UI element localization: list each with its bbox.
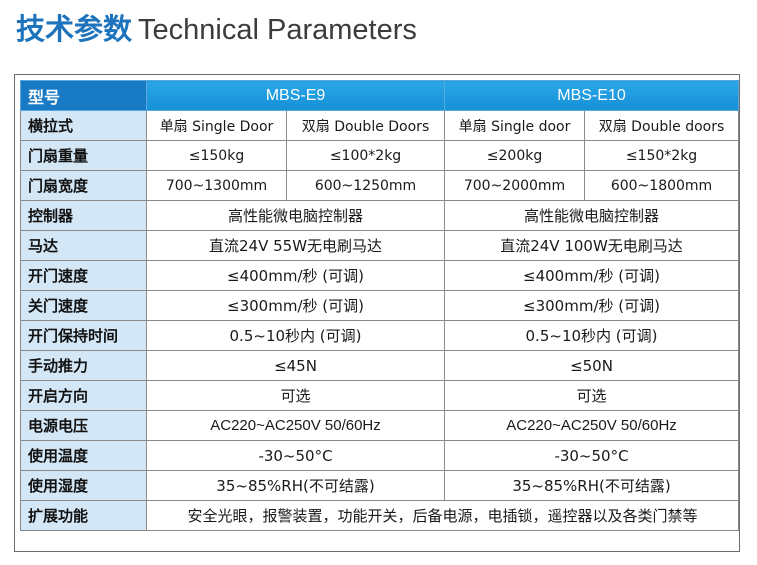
table-row: 关门速度 ≤300mm/秒 (可调) ≤300mm/秒 (可调) — [20, 290, 740, 321]
row-label: 门扇宽度 — [20, 170, 147, 201]
cell-value: ≤400mm/秒 (可调) — [444, 260, 740, 291]
cell-value: ≤100*2kg — [285, 140, 446, 171]
cell-value: 0.5~10秒内 (可调) — [444, 320, 740, 351]
cell-value: 直流24V 100W无电刷马达 — [444, 230, 740, 261]
page-title-cn: 技术参数 — [16, 12, 133, 46]
cell-value: ≤400mm/秒 (可调) — [145, 260, 446, 291]
cell-value: 600~1250mm — [285, 170, 446, 201]
cell-value-extension: 安全光眼，报警装置，功能开关，后备电源，电插锁，遥控器以及各类门禁等 — [145, 500, 740, 531]
cell-value: 可选 — [444, 380, 740, 411]
row-label: 开门保持时间 — [20, 320, 147, 351]
table-row: 横拉式 单扇 Single Door 双扇 Double Doors 单扇 Si… — [20, 110, 740, 141]
cell-value: 35~85%RH(不可结露) — [145, 470, 446, 501]
cell-value: 高性能微电脑控制器 — [145, 200, 446, 231]
row-label: 马达 — [20, 230, 147, 261]
table-row: 开门保持时间 0.5~10秒内 (可调) 0.5~10秒内 (可调) — [20, 320, 740, 351]
table-row: 控制器 高性能微电脑控制器 高性能微电脑控制器 — [20, 200, 740, 231]
cell-value: ≤45N — [145, 350, 446, 381]
table-frame — [14, 74, 740, 552]
page-title: 技术参数 Technical Parameters — [16, 10, 417, 48]
table-row: 电源电压 AC220~AC250V 50/60Hz AC220~AC250V 5… — [20, 410, 740, 441]
row-label: 开启方向 — [20, 380, 147, 411]
table-row: 使用温度 -30~50°C -30~50°C — [20, 440, 740, 471]
row-label: 开门速度 — [20, 260, 147, 291]
row-label: 电源电压 — [20, 410, 147, 441]
cell-value: ≤300mm/秒 (可调) — [145, 290, 446, 321]
cell-value: 单扇 Single Door — [146, 110, 287, 141]
cell-value: 35~85%RH(不可结露) — [444, 470, 740, 501]
table-row: 开门速度 ≤400mm/秒 (可调) ≤400mm/秒 (可调) — [20, 260, 740, 291]
table-row: 扩展功能 安全光眼，报警装置，功能开关，后备电源，电插锁，遥控器以及各类门禁等 — [20, 500, 740, 531]
cell-value: ≤200kg — [444, 140, 586, 171]
cell-value: ≤300mm/秒 (可调) — [444, 290, 740, 321]
cell-value: 0.5~10秒内 (可调) — [145, 320, 446, 351]
row-label: 使用温度 — [20, 440, 147, 471]
cell-value: 可选 — [145, 380, 446, 411]
cell-value: -30~50°C — [145, 440, 446, 471]
row-label: 扩展功能 — [20, 500, 147, 531]
cell-value: ≤150*2kg — [584, 140, 740, 171]
spec-table: 型号 MBS-E9 MBS-E10 横拉式 单扇 Single Door 双扇 … — [20, 80, 740, 531]
cell-value: ≤150kg — [146, 140, 287, 171]
row-label: 使用湿度 — [20, 470, 147, 501]
row-label: 关门速度 — [20, 290, 147, 321]
cell-value: AC220~AC250V 50/60Hz — [145, 410, 446, 441]
row-label: 手动推力 — [20, 350, 147, 381]
header-model-b: MBS-E10 — [444, 80, 740, 111]
cell-value: 700~2000mm — [444, 170, 586, 201]
cell-value: 600~1800mm — [584, 170, 740, 201]
cell-value: 单扇 Single door — [444, 110, 586, 141]
table-row: 门扇重量 ≤150kg ≤100*2kg ≤200kg ≤150*2kg — [20, 140, 740, 171]
page-title-en: Technical Parameters — [138, 14, 417, 46]
row-label: 控制器 — [20, 200, 147, 231]
header-model-a: MBS-E9 — [145, 80, 446, 111]
cell-value: 700~1300mm — [146, 170, 287, 201]
table-row: 门扇宽度 700~1300mm 600~1250mm 700~2000mm 60… — [20, 170, 740, 201]
cell-value: 双扇 Double Doors — [285, 110, 446, 141]
cell-value: 高性能微电脑控制器 — [444, 200, 740, 231]
table-row: 使用湿度 35~85%RH(不可结露) 35~85%RH(不可结露) — [20, 470, 740, 501]
cell-value: AC220~AC250V 50/60Hz — [444, 410, 740, 441]
cell-value: 双扇 Double doors — [584, 110, 740, 141]
table-row: 马达 直流24V 55W无电刷马达 直流24V 100W无电刷马达 — [20, 230, 740, 261]
table-row: 手动推力 ≤45N ≤50N — [20, 350, 740, 381]
table-row: 开启方向 可选 可选 — [20, 380, 740, 411]
cell-value: ≤50N — [444, 350, 740, 381]
row-label: 横拉式 — [20, 110, 147, 141]
row-label: 门扇重量 — [20, 140, 147, 171]
cell-value: -30~50°C — [444, 440, 740, 471]
table-header-row: 型号 MBS-E9 MBS-E10 — [20, 80, 740, 111]
header-label: 型号 — [20, 80, 147, 111]
cell-value: 直流24V 55W无电刷马达 — [145, 230, 446, 261]
